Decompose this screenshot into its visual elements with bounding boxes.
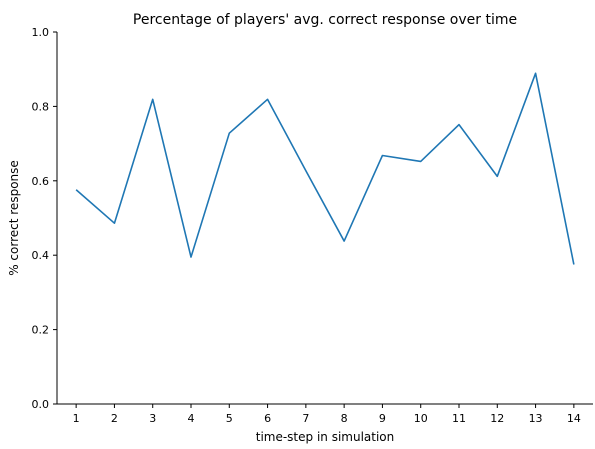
x-tick-label: 2 <box>111 412 118 425</box>
chart-title: Percentage of players' avg. correct resp… <box>133 12 517 28</box>
x-tick-label: 12 <box>490 412 504 425</box>
x-tick-label: 8 <box>341 412 348 425</box>
y-tick-label: 1.0 <box>32 26 50 39</box>
y-tick-label: 0.0 <box>32 398 50 411</box>
x-tick-label: 5 <box>226 412 233 425</box>
x-tick-label: 3 <box>149 412 156 425</box>
x-tick-label: 14 <box>567 412 581 425</box>
x-tick-label: 4 <box>188 412 195 425</box>
y-tick-label: 0.8 <box>32 100 50 113</box>
x-tick-label: 13 <box>529 412 543 425</box>
x-tick-label: 11 <box>452 412 466 425</box>
x-axis-label: time-step in simulation <box>256 430 395 444</box>
y-tick-label: 0.4 <box>32 249 50 262</box>
x-tick-label: 7 <box>302 412 309 425</box>
x-tick-label: 10 <box>414 412 428 425</box>
y-tick-label: 0.2 <box>32 324 50 337</box>
y-axis-label: % correct response <box>7 160 21 276</box>
y-tick-label: 0.6 <box>32 175 50 188</box>
x-tick-label: 9 <box>379 412 386 425</box>
x-tick-label: 6 <box>264 412 271 425</box>
series-line <box>76 73 574 264</box>
x-tick-label: 1 <box>73 412 80 425</box>
